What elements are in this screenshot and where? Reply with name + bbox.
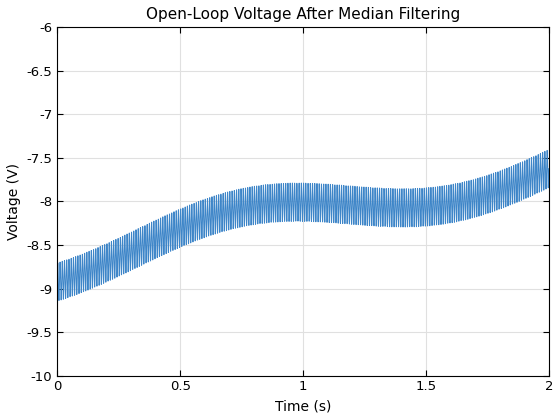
Y-axis label: Voltage (V): Voltage (V) [7, 163, 21, 240]
Title: Open-Loop Voltage After Median Filtering: Open-Loop Voltage After Median Filtering [146, 7, 460, 22]
X-axis label: Time (s): Time (s) [275, 399, 331, 413]
